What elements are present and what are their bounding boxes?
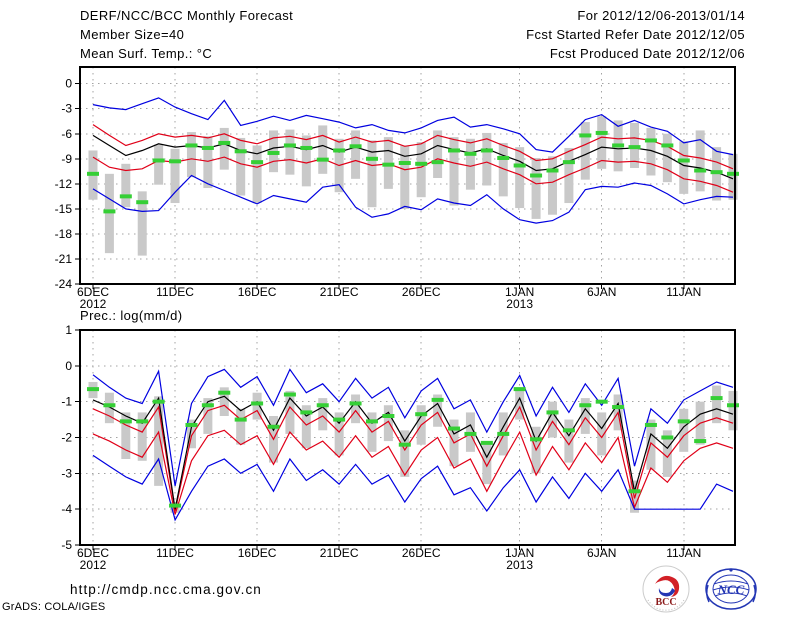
obs-markers [87, 387, 739, 508]
y-tick-label: -3 [61, 102, 72, 116]
y-tick-label: -12 [55, 177, 73, 191]
series-blue-min [92, 174, 734, 224]
x-tick-label: 16DEC [238, 546, 277, 560]
x-tick-sublabel: 2013 [506, 558, 533, 572]
x-tick-label: 21DEC [320, 546, 359, 560]
spread-bars [88, 116, 738, 256]
fcst-refer-date-label: Fcst Started Refer Date 2012/12/05 [526, 27, 745, 42]
ncc-logo-label: NCC [717, 582, 745, 597]
ncc-wreath-icon [705, 584, 757, 603]
series-red-lower [92, 156, 734, 193]
y-tick-label: -5 [61, 538, 72, 552]
y-tick-label: -18 [55, 227, 73, 241]
y-tick-label: 1 [65, 323, 72, 337]
x-tick-label: 11JAN [666, 546, 701, 560]
x-tick-sublabel: 2013 [506, 297, 533, 311]
series-mean [92, 134, 734, 180]
x-tick-sublabel: 2012 [80, 558, 107, 572]
y-tick-label: -3 [61, 466, 72, 480]
ncc-logo: NCC [705, 568, 757, 610]
x-tick-label: 6JAN [587, 285, 616, 299]
x-tick-label: 6DEC [77, 285, 109, 299]
grads-credit: GrADS: COLA/IGES [2, 601, 106, 613]
x-tick-label: 26DEC [402, 285, 441, 299]
ncc-star-icon [729, 568, 733, 572]
y-tick-label: -24 [55, 277, 73, 291]
y-tick-label: 0 [65, 359, 72, 373]
y-tick-label: -9 [61, 152, 72, 166]
page-title: DERF/NCC/BCC Monthly Forecast [80, 8, 294, 23]
y-tick-label: -6 [61, 127, 72, 141]
x-tick-label: 1JAN [505, 546, 534, 560]
x-tick-label: 11DEC [156, 546, 194, 560]
x-tick-sublabel: 2012 [80, 297, 107, 311]
forecast-range-label: For 2012/12/06-2013/01/14 [577, 8, 745, 23]
member-size-label: Member Size=40 [80, 27, 185, 42]
bcc-swirl-blue-icon [658, 588, 675, 597]
series-red-lower [92, 429, 734, 515]
y-tick-label: -4 [61, 502, 72, 516]
y-tick-label: -1 [61, 395, 72, 409]
y-tick-label: 0 [65, 77, 72, 91]
agency-logos: BCC NCC [642, 565, 757, 613]
x-tick-label: 11DEC [156, 285, 194, 299]
fcst-produced-date-label: Fcst Produced Date 2012/12/06 [549, 46, 745, 61]
x-tick-label: 16DEC [238, 285, 277, 299]
x-tick-label: 6JAN [587, 546, 616, 560]
x-tick-label: 26DEC [402, 546, 441, 560]
series-mean [92, 395, 734, 510]
y-tick-label: -21 [55, 252, 73, 266]
x-tick-label: 1JAN [505, 285, 534, 299]
bcc-logo-label: BCC [655, 597, 676, 608]
x-tick-label: 6DEC [77, 546, 109, 560]
x-tick-label: 11JAN [666, 285, 701, 299]
series-red-upper [92, 404, 734, 512]
x-tick-label: 21DEC [320, 285, 359, 299]
prec-chart-title: Prec.: log(mm/d) [80, 308, 183, 323]
y-tick-label: -15 [55, 202, 73, 216]
series-blue-min [92, 454, 734, 522]
bcc-logo: BCC [642, 565, 690, 613]
obs-markers [87, 130, 739, 214]
bcc-swirl-red-icon [655, 575, 680, 597]
plot-border [79, 66, 736, 285]
series-red-upper [92, 124, 734, 170]
source-url: http://cmdp.ncc.cma.gov.cn [70, 582, 262, 597]
series-blue-max [92, 97, 734, 156]
y-tick-label: -2 [61, 431, 72, 445]
series-blue-max [92, 368, 734, 487]
temp-chart-title: Mean Surf. Temp.: °C [80, 46, 213, 61]
